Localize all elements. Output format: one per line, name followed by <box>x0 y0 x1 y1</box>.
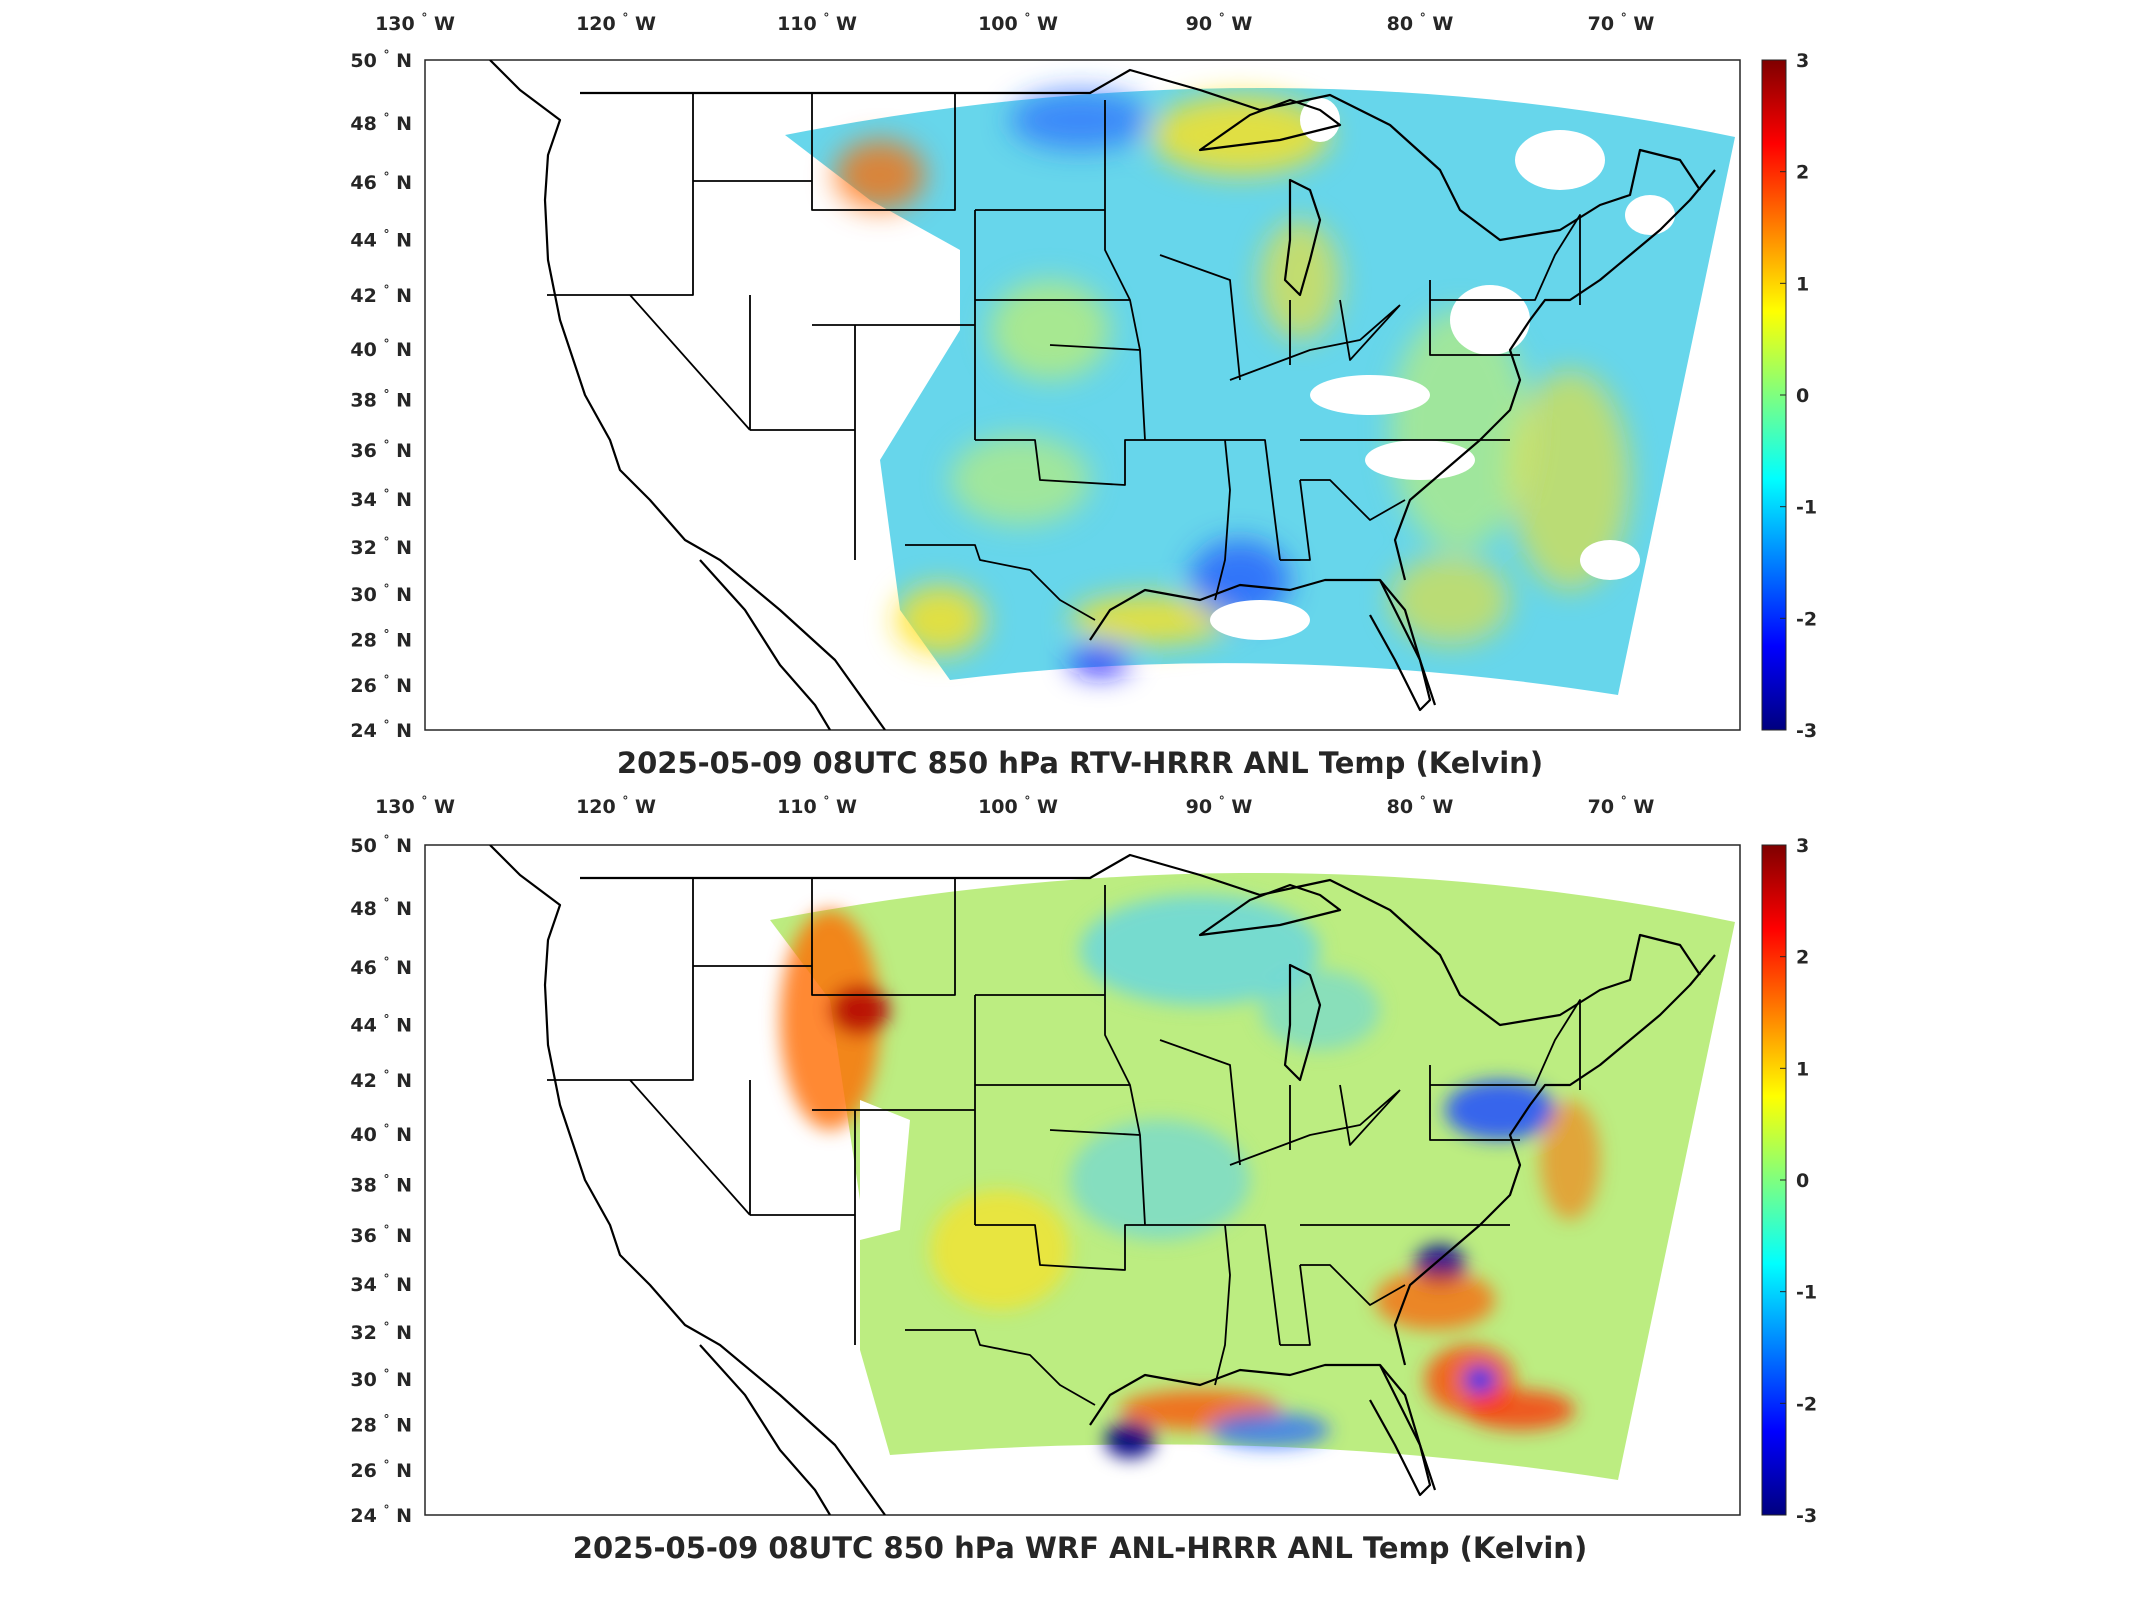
panel-wrf-hrrr: 130 ° W 120 ° W 110 ° W 100 ° W 90 ° W 80 ° W… <box>350 794 1817 1565</box>
latitude-tick-label: 44 ° N <box>350 228 412 252</box>
latitude-tick-label: 40 ° N <box>350 1122 412 1146</box>
coastline-west <box>489 845 886 1515</box>
latitude-tick-label: 50 ° N <box>350 48 412 72</box>
latitude-tick-label: 38 ° N <box>350 1173 412 1197</box>
colorbar-tick-label: -3 <box>1796 720 1817 742</box>
latitude-tick-label: 32 ° N <box>350 535 412 559</box>
longitude-tick-label: 90 ° W <box>1186 11 1253 35</box>
temperature-difference-field <box>785 87 1735 695</box>
longitude-tick-label: 130 ° W <box>375 794 455 818</box>
domain-footprint <box>785 87 1735 695</box>
longitude-tick-label: 130 ° W <box>375 11 455 35</box>
longitude-axis-top: 130 ° W 120 ° W 110 ° W 100 ° W 90 ° W 80 ° W… <box>375 794 1654 818</box>
colorbar-tick-label: -1 <box>1796 497 1817 519</box>
latitude-axis-left: 50 ° N 48 ° N 46 ° N 44 ° N 42 ° N 40 ° N 38 °… <box>350 833 412 1527</box>
colorbar-ticks: 3 2 1 0 -1 -2 -3 <box>1780 50 1817 742</box>
latitude-tick-label: 34 ° N <box>350 1272 412 1296</box>
colorbar-tick-label: 0 <box>1796 385 1809 407</box>
state-lines <box>547 878 1581 1406</box>
lake-michigan <box>1283 963 1322 1082</box>
latitude-tick-label: 34 ° N <box>350 487 412 511</box>
longitude-tick-label: 80 ° W <box>1387 794 1454 818</box>
coastline-east <box>1393 954 1716 1366</box>
florida <box>1369 1364 1432 1497</box>
baja-coast <box>699 1344 831 1515</box>
latitude-tick-label: 42 ° N <box>350 1068 412 1092</box>
longitude-tick-label: 90 ° W <box>1186 794 1253 818</box>
latitude-axis-left: 50 ° N 48 ° N 46 ° N 44 ° N 42 ° N 40 ° N 38 °… <box>350 48 412 742</box>
latitude-tick-label: 28 ° N <box>350 1413 412 1437</box>
latitude-tick-label: 36 ° N <box>350 438 412 462</box>
colorbar-tick-label: 2 <box>1796 162 1809 184</box>
geographic-boundaries <box>489 60 1716 730</box>
colorbar-tick-label: -2 <box>1796 1393 1817 1415</box>
colorbar-tick-label: 3 <box>1796 50 1809 72</box>
colorbar-tick-label: 1 <box>1796 1058 1809 1080</box>
latitude-tick-label: 24 ° N <box>350 1503 412 1527</box>
longitude-tick-label: 120 ° W <box>576 11 656 35</box>
latitude-tick-label: 24 ° N <box>350 718 412 742</box>
latitude-tick-label: 48 ° N <box>350 111 412 135</box>
longitude-tick-label: 100 ° W <box>978 794 1058 818</box>
latitude-tick-label: 30 ° N <box>350 1367 412 1391</box>
coastline-west <box>489 60 886 730</box>
colorbar-ticks: 3 2 1 0 -1 -2 -3 <box>1780 835 1817 1527</box>
us-canada-border <box>580 68 1701 242</box>
latitude-tick-label: 28 ° N <box>350 628 412 652</box>
panel-title: 2025-05-09 08UTC 850 hPa WRF ANL-HRRR AN… <box>573 1531 1587 1565</box>
latitude-tick-label: 26 ° N <box>350 673 412 697</box>
longitude-tick-label: 70 ° W <box>1588 794 1655 818</box>
latitude-tick-label: 46 ° N <box>350 170 412 194</box>
florida <box>1369 579 1432 712</box>
latitude-tick-label: 42 ° N <box>350 283 412 307</box>
longitude-tick-label: 120 ° W <box>576 794 656 818</box>
field-anomalies <box>835 90 1630 675</box>
longitude-tick-label: 110 ° W <box>777 11 857 35</box>
lake-superior <box>1198 98 1342 152</box>
field-anomalies <box>780 895 1600 1458</box>
colorbar-tick-label: 3 <box>1796 835 1809 857</box>
panel-rtv-hrrr: 130 ° W 120 ° W 110 ° W 100 ° W 90 ° W 80 ° W… <box>350 11 1817 780</box>
missing-data-gaps <box>860 1100 910 1240</box>
longitude-tick-label: 70 ° W <box>1588 11 1655 35</box>
longitude-axis-top: 130 ° W 120 ° W 110 ° W 100 ° W 90 ° W 80 ° W… <box>375 11 1654 35</box>
lake-superior <box>1198 883 1342 937</box>
colorbar-tick-label: 0 <box>1796 1170 1809 1192</box>
longitude-tick-label: 100 ° W <box>978 11 1058 35</box>
latitude-tick-label: 40 ° N <box>350 337 412 361</box>
colorbar-tick-label: 2 <box>1796 947 1809 969</box>
missing-data-gaps <box>1210 98 1675 640</box>
lake-michigan <box>1283 178 1322 297</box>
panel-title: 2025-05-09 08UTC 850 hPa RTV-HRRR ANL Te… <box>617 746 1543 780</box>
latitude-tick-label: 38 ° N <box>350 388 412 412</box>
longitude-tick-label: 80 ° W <box>1387 11 1454 35</box>
coastline-gulf <box>1089 578 1437 706</box>
colorbar-tick-label: -1 <box>1796 1282 1817 1304</box>
latitude-tick-label: 44 ° N <box>350 1013 412 1037</box>
latitude-tick-label: 50 ° N <box>350 833 412 857</box>
latitude-tick-label: 30 ° N <box>350 582 412 606</box>
domain-footprint <box>770 872 1735 1480</box>
longitude-tick-label: 110 ° W <box>777 794 857 818</box>
latitude-tick-label: 46 ° N <box>350 955 412 979</box>
colorbar-tick-label: 1 <box>1796 273 1809 295</box>
latitude-tick-label: 36 ° N <box>350 1223 412 1247</box>
temperature-difference-field <box>770 872 1735 1480</box>
latitude-tick-label: 26 ° N <box>350 1458 412 1482</box>
colorbar-tick-label: -2 <box>1796 608 1817 630</box>
us-canada-border <box>580 853 1701 1027</box>
coastline-east <box>1393 169 1716 581</box>
coastline-gulf <box>1089 1363 1437 1491</box>
state-lines <box>547 93 1581 621</box>
baja-coast <box>699 559 831 730</box>
latitude-tick-label: 48 ° N <box>350 896 412 920</box>
colorbar-tick-label: -3 <box>1796 1505 1817 1527</box>
latitude-tick-label: 32 ° N <box>350 1320 412 1344</box>
geographic-boundaries <box>489 845 1716 1515</box>
